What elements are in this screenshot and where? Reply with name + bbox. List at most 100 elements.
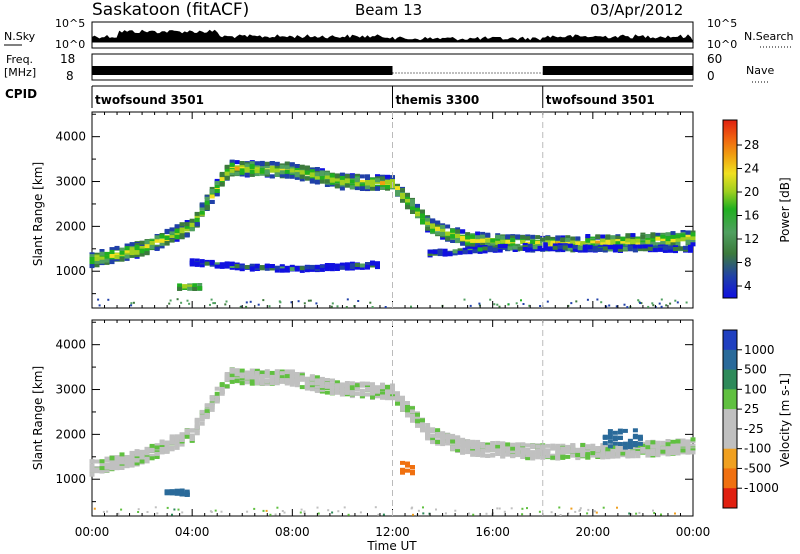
echo-cell [605,447,611,452]
noise-cell [212,302,215,305]
echo-cell [209,261,215,265]
echo-cell [329,387,335,392]
echo-cell [269,381,275,386]
beam-label: Beam 13 [355,1,422,19]
echo-cell [540,239,546,244]
echo-cell [184,222,190,227]
echo-cell [475,238,481,243]
velocity-cb-block [723,349,737,371]
echo-cell [602,246,608,251]
echo-cell [124,246,130,251]
echo-cell [219,262,225,267]
echo-cell [274,374,280,379]
echo-cell [475,445,481,449]
echo-cell [365,382,370,387]
echo-cell [144,244,150,249]
noise-cell [132,301,135,304]
noise-cell [269,513,272,516]
echo-cell [164,236,170,240]
echo-cell [532,245,538,250]
power-plot-frame [91,111,694,309]
echo-cell [129,450,135,455]
echo-cell [284,374,290,379]
echo-cell [673,247,678,251]
echo-cell [209,186,215,191]
echo-cell [244,375,250,380]
echo-cell [470,452,476,457]
echo-cell [645,445,651,450]
echo-cell [279,379,285,384]
echo-cell [688,244,693,249]
echo-cell [602,435,608,440]
echo-cell [380,385,385,390]
echo-cell [179,234,185,239]
echo-cell [164,445,170,450]
echo-cell [485,233,491,238]
noise-cell [357,300,360,302]
echo-cell [365,174,370,179]
echo-cell [575,452,581,457]
noise-cell [353,305,356,307]
echo-cell [329,263,335,268]
echo-cell [329,267,335,272]
echo-cell [169,227,175,232]
date-label: 03/Apr/2012 [590,1,683,19]
echo-cell [435,227,441,231]
echo-cell [249,164,255,169]
echo-cell [219,386,225,390]
echo-cell [209,200,215,204]
echo-cell [495,234,501,239]
echo-cell [134,253,140,258]
echo-cell [405,192,410,197]
echo-cell [470,445,476,450]
echo-cell [344,183,350,188]
echo-cell [375,261,380,266]
echo-cell [309,178,315,183]
echo-cell [622,428,628,433]
echo-cell [410,418,415,423]
echo-cell [670,231,676,236]
echo-cell [470,234,476,239]
echo-cell [595,240,601,245]
echo-cell [299,174,305,179]
noise-cell [496,507,499,510]
echo-cell [642,244,648,249]
echo-cell [420,209,425,214]
echo-cell [380,394,385,399]
echo-cell [525,453,531,458]
noise-cell [435,508,437,511]
echo-cell [607,444,613,449]
echo-cell [94,254,100,259]
echo-cell [440,440,446,445]
echo-cell [214,262,220,267]
y-tick-label: 4000 [55,130,86,144]
echo-cell [219,173,225,178]
echo-cell [194,419,200,424]
echo-cell [390,396,395,401]
echo-cell [637,436,643,441]
velocity-cb-block [723,330,737,351]
echo-cell [209,405,215,410]
echo-cell [224,164,230,169]
noise-cell [507,303,510,306]
echo-cell [612,437,618,441]
echo-cell [139,459,145,464]
echo-cell [522,247,528,251]
echo-cell [139,245,145,250]
noise-cell [493,303,496,306]
echo-cell [400,470,405,475]
echo-cell [194,262,200,267]
echo-cell [430,440,436,445]
echo-cell [99,466,105,471]
echo-cell [405,412,410,416]
echo-cell [209,194,215,199]
noise-cell [600,301,603,304]
noise-cell [210,298,213,301]
echo-cell [600,455,606,460]
noise-cell [575,300,578,303]
echo-cell [204,201,210,206]
echo-cell [365,178,370,183]
echo-cell [104,462,110,467]
echo-cell [410,469,415,474]
echo-cell [179,442,185,447]
